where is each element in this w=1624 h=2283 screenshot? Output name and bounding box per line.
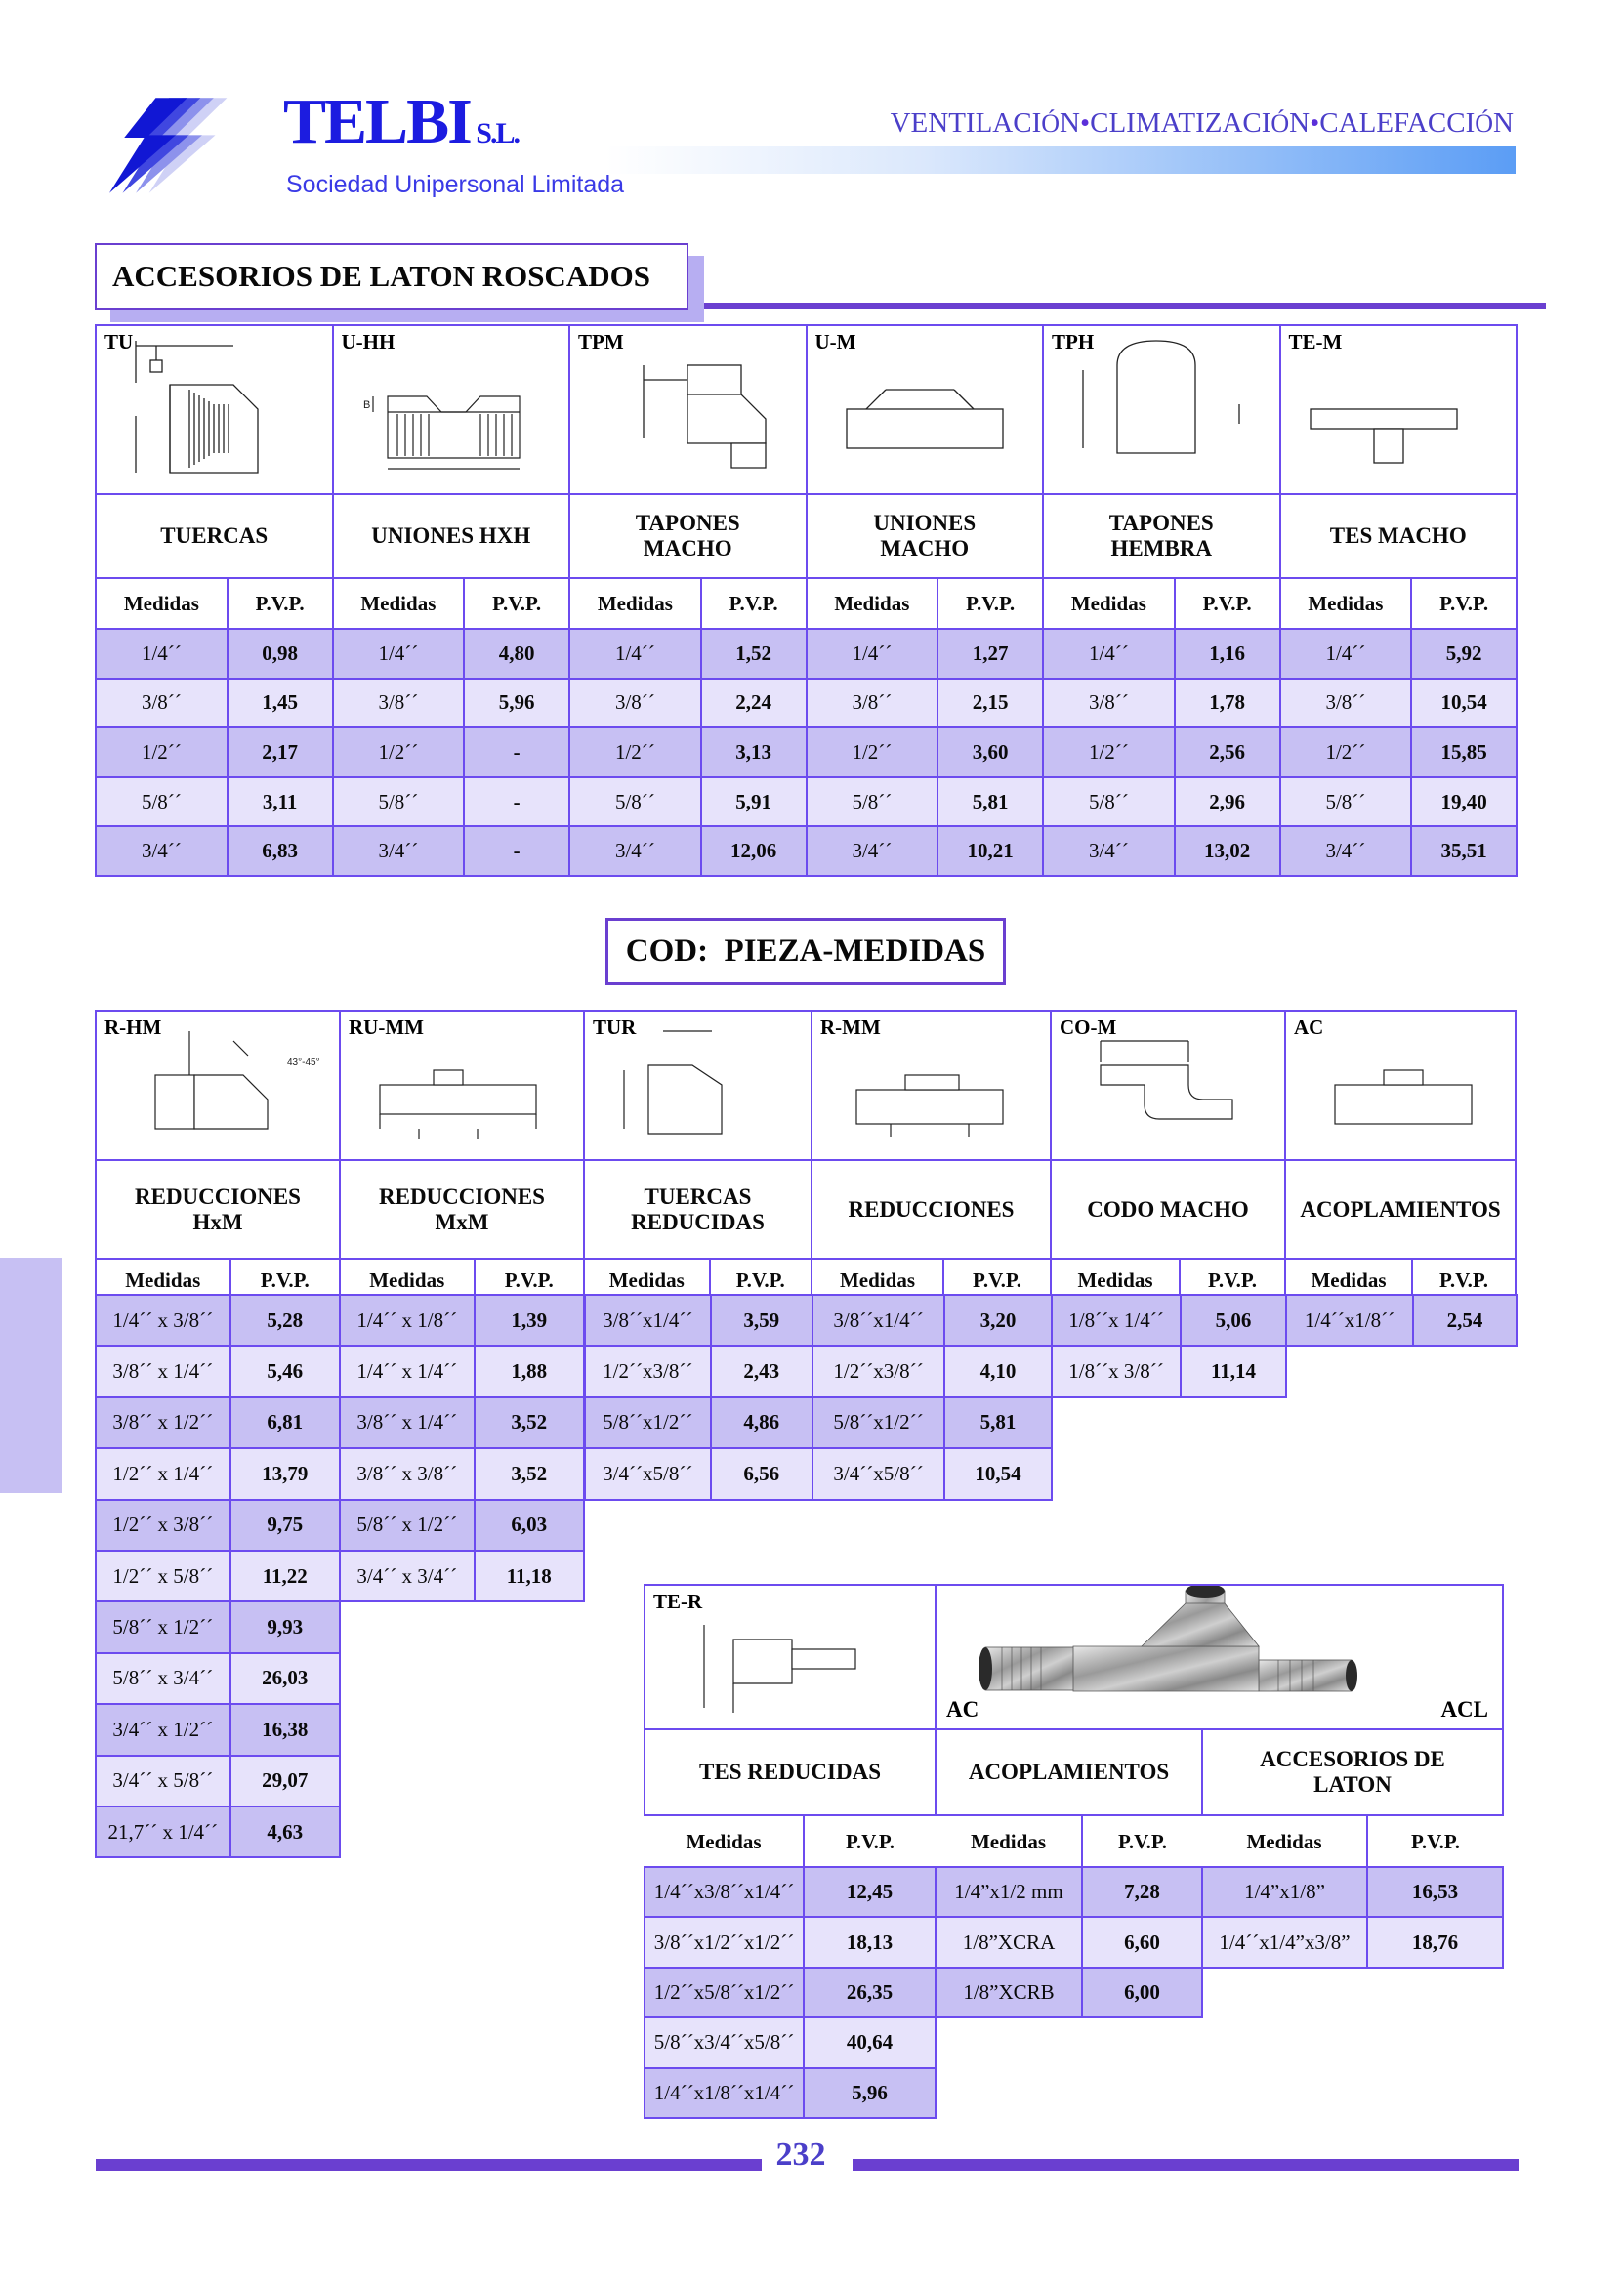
- svg-text:43°-45°: 43°-45°: [287, 1058, 320, 1068]
- svg-text:B: B: [363, 399, 370, 411]
